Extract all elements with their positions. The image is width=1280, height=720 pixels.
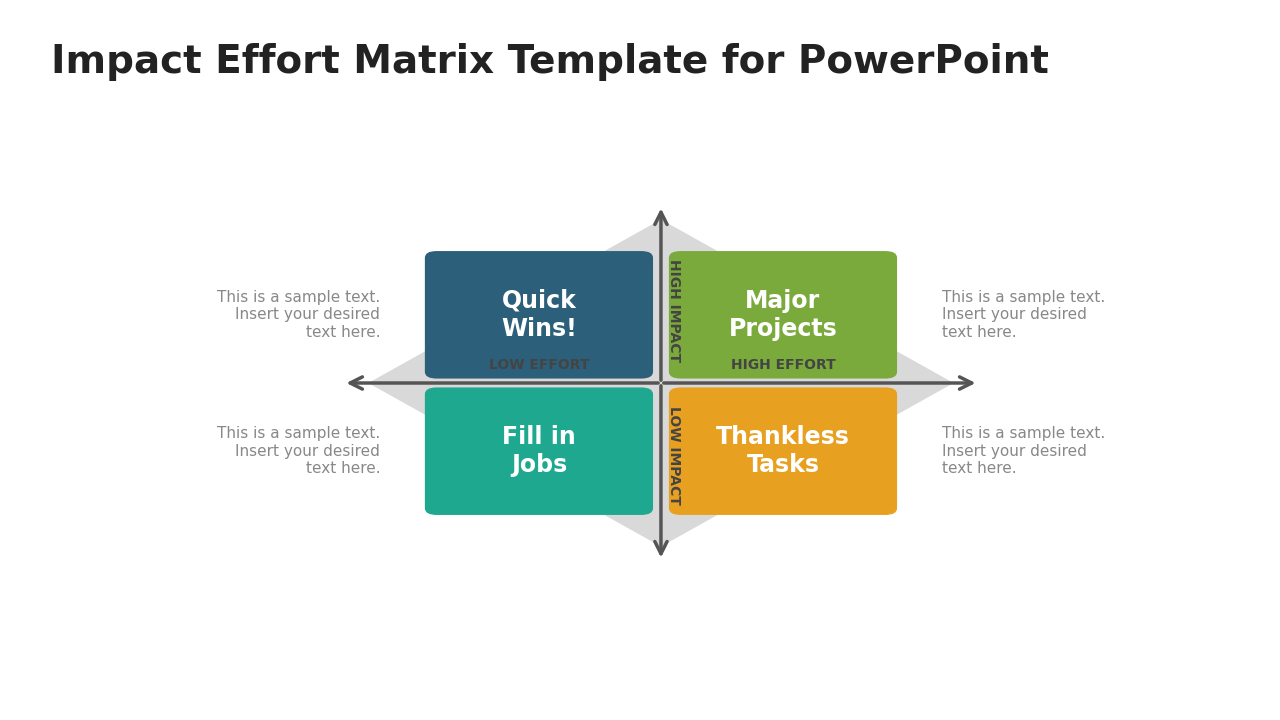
Text: This is a sample text.
Insert your desired
text here.: This is a sample text. Insert your desir… [942, 426, 1105, 476]
Text: Major
Projects: Major Projects [728, 289, 837, 341]
FancyBboxPatch shape [425, 387, 653, 515]
Text: Fill in
Jobs: Fill in Jobs [502, 426, 576, 477]
FancyBboxPatch shape [669, 387, 897, 515]
Text: LOW IMPACT: LOW IMPACT [667, 406, 681, 505]
Text: HIGH IMPACT: HIGH IMPACT [667, 258, 681, 362]
Polygon shape [369, 220, 954, 546]
FancyBboxPatch shape [425, 251, 653, 379]
Text: This is a sample text.
Insert your desired
text here.: This is a sample text. Insert your desir… [218, 290, 380, 340]
Text: LOW EFFORT: LOW EFFORT [489, 358, 589, 372]
Text: This is a sample text.
Insert your desired
text here.: This is a sample text. Insert your desir… [942, 290, 1105, 340]
Text: Thankless
Tasks: Thankless Tasks [716, 426, 850, 477]
Text: HIGH EFFORT: HIGH EFFORT [731, 358, 836, 372]
Text: Quick
Wins!: Quick Wins! [500, 289, 577, 341]
Text: Impact Effort Matrix Template for PowerPoint: Impact Effort Matrix Template for PowerP… [51, 43, 1050, 81]
Text: This is a sample text.
Insert your desired
text here.: This is a sample text. Insert your desir… [218, 426, 380, 476]
FancyBboxPatch shape [669, 251, 897, 379]
